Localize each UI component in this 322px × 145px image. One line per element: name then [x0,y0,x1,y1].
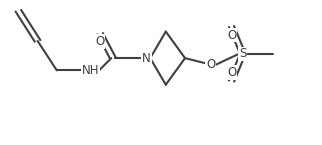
Text: O: O [95,35,105,48]
Text: O: O [227,29,236,42]
Text: O: O [206,58,215,71]
Text: S: S [239,47,246,60]
Text: O: O [227,66,236,79]
Text: N: N [142,52,151,65]
Text: NH: NH [82,64,99,77]
